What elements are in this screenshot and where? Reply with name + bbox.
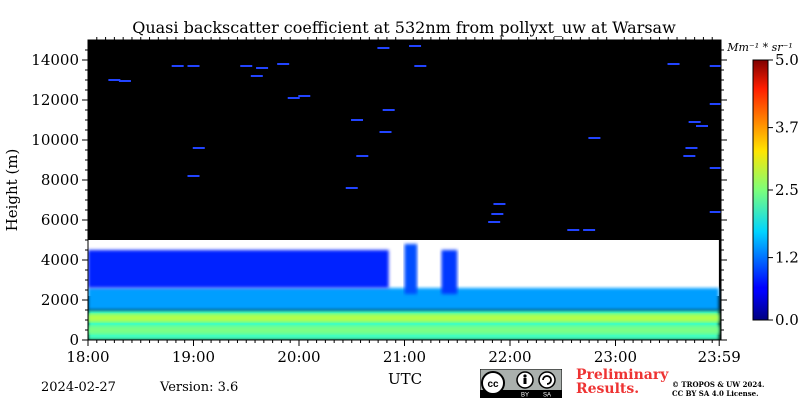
colorbar-tick-label: 0.0 bbox=[775, 311, 799, 329]
x-axis-label: UTC bbox=[388, 370, 422, 388]
cc-icon bbox=[481, 371, 505, 395]
signal-speck bbox=[491, 213, 504, 215]
measurement-date: 2024-02-27 bbox=[41, 380, 116, 395]
signal-speck bbox=[667, 63, 680, 65]
x-tick-label: 19:00 bbox=[172, 348, 215, 366]
y-tick-label: 10000 bbox=[31, 131, 79, 149]
signal-speck bbox=[588, 137, 601, 139]
x-tick-label: 22:00 bbox=[488, 348, 531, 366]
aerosol-layer-2 bbox=[88, 250, 389, 288]
signal-speck bbox=[709, 103, 721, 105]
backscatter-heatmap bbox=[88, 45, 721, 340]
x-axis: 18:00 19:00 20:00 21:00 22:00 23:00 23:59 bbox=[66, 37, 741, 366]
share-alike-icon bbox=[538, 371, 556, 389]
signal-speck bbox=[382, 109, 395, 111]
signal-speck bbox=[409, 45, 422, 47]
signal-speck bbox=[277, 63, 290, 65]
colorbar-tick-label: 5.0 bbox=[775, 51, 799, 69]
signal-speck bbox=[287, 97, 300, 99]
colorbar-tick-label: 1.2 bbox=[775, 249, 799, 267]
signal-speck bbox=[688, 121, 701, 123]
signal-speck bbox=[683, 155, 696, 157]
svg-text:SA: SA bbox=[543, 393, 551, 399]
y-tick-label: 8000 bbox=[41, 171, 79, 189]
x-tick-label: 20:00 bbox=[277, 348, 320, 366]
x-tick-label: 18:00 bbox=[66, 348, 109, 366]
signal-speck bbox=[298, 95, 311, 97]
signal-speck bbox=[488, 221, 501, 223]
aerosol-layer-1 bbox=[88, 288, 719, 310]
signal-speck bbox=[567, 229, 580, 231]
y-tick-label: 4000 bbox=[41, 251, 79, 269]
colorbar-ticks: 0.0 1.2 2.5 3.7 5.0 bbox=[768, 51, 799, 329]
signal-speck bbox=[256, 67, 269, 69]
copyright-line-2: CC BY SA 4.0 License. bbox=[672, 389, 759, 398]
signal-speck bbox=[379, 131, 392, 133]
colorbar-label: Mm⁻¹ * sr⁻¹ bbox=[726, 41, 793, 54]
signal-speck bbox=[351, 119, 364, 121]
preliminary-line-2: Results. bbox=[576, 381, 640, 397]
preliminary-notice: Preliminary Results. bbox=[576, 368, 668, 396]
signal-speck bbox=[187, 175, 200, 177]
signal-speck bbox=[414, 65, 427, 67]
signal-speck bbox=[583, 229, 596, 231]
signal-speck bbox=[108, 79, 121, 81]
y-tick-label: 14000 bbox=[31, 51, 79, 69]
signal-speck bbox=[709, 211, 721, 213]
signal-speck bbox=[377, 47, 390, 49]
colorbar-tick-label: 2.5 bbox=[775, 181, 799, 199]
signal-speck bbox=[187, 65, 200, 67]
svg-text:BY: BY bbox=[521, 393, 529, 399]
y-axis: 0 2000 4000 6000 8000 10000 12000 14000 bbox=[31, 49, 727, 349]
x-tick-label: 21:00 bbox=[383, 348, 426, 366]
y-tick-label: 6000 bbox=[41, 211, 79, 229]
signal-speck bbox=[250, 75, 263, 77]
chart-title: Quasi backscatter coefficient at 532nm f… bbox=[132, 18, 676, 37]
aerosol-layer-3 bbox=[404, 244, 418, 294]
signal-speck bbox=[171, 65, 184, 67]
x-tick-label: 23:00 bbox=[594, 348, 637, 366]
copyright-line-1: © TROPOS & UW 2024. bbox=[672, 380, 765, 389]
y-axis-label: Height (m) bbox=[3, 149, 21, 232]
colorbar-tick-label: 3.7 bbox=[775, 119, 799, 137]
y-tick-label: 0 bbox=[69, 331, 79, 349]
y-tick-label: 12000 bbox=[31, 91, 79, 109]
signal-speck bbox=[356, 155, 369, 157]
signal-speck bbox=[493, 203, 506, 205]
signal-speck bbox=[240, 65, 253, 67]
signal-speck bbox=[709, 65, 721, 67]
aerosol-band-1 bbox=[88, 326, 719, 334]
signal-speck bbox=[696, 125, 709, 127]
signal-speck bbox=[192, 147, 205, 149]
aerosol-band-0 bbox=[88, 314, 719, 322]
copyright-notice: © TROPOS & UW 2024. CC BY SA 4.0 License… bbox=[672, 380, 765, 398]
version-label: Version: 3.6 bbox=[160, 380, 239, 395]
x-tick-label: 23:59 bbox=[698, 348, 741, 366]
signal-speck bbox=[685, 147, 698, 149]
preliminary-line-1: Preliminary bbox=[576, 367, 669, 383]
signal-speck bbox=[345, 187, 358, 189]
signal-speck bbox=[709, 167, 721, 169]
y-tick-label: 2000 bbox=[41, 291, 79, 309]
colorbar bbox=[752, 59, 769, 321]
svg-text:cc: cc bbox=[487, 379, 499, 390]
aerosol-layer-4 bbox=[441, 250, 458, 294]
signal-speck bbox=[118, 80, 131, 82]
cc-license-badge: cc BY SA bbox=[480, 369, 562, 398]
